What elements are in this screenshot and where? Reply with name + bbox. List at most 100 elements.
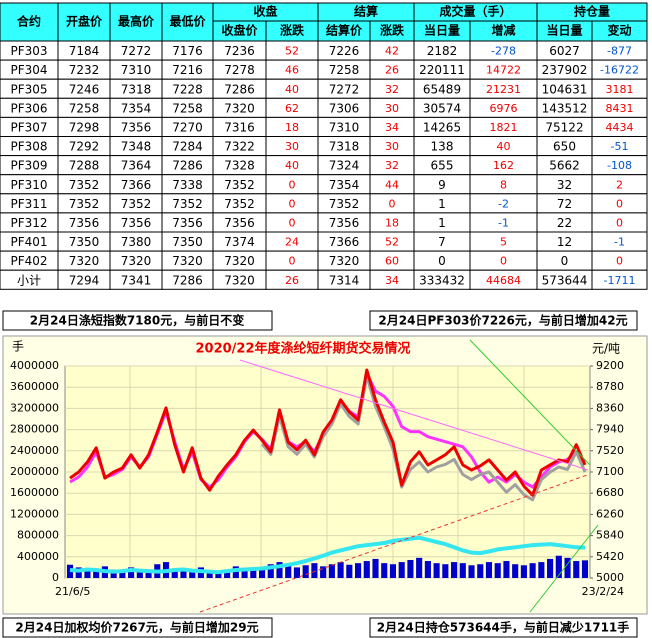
table-text: 7341 — [121, 273, 152, 287]
y-tick-label: 1200000 — [10, 507, 59, 520]
table-text: 9 — [438, 178, 446, 192]
table-text: 7284 — [172, 140, 203, 154]
table-text: 7310 — [329, 120, 360, 134]
table-text: 44684 — [486, 274, 521, 287]
header-text: 收盘价 — [221, 23, 258, 38]
header-text: 持仓量 — [574, 4, 610, 19]
y2-tick-label: 7100 — [596, 465, 624, 478]
header-text: 开盘价 — [66, 14, 103, 29]
table-text: 7184 — [69, 44, 100, 58]
volume-bar — [128, 567, 135, 578]
table-text: 30 — [285, 140, 299, 153]
volume-bar — [337, 562, 344, 578]
table-text: 7258 — [329, 63, 360, 77]
table-text: 7272 — [121, 44, 152, 58]
table-text: 2 — [616, 178, 623, 191]
table-text: PF312 — [10, 216, 47, 230]
table-text: 24 — [285, 236, 299, 249]
header-text: 成交量（手） — [439, 4, 511, 19]
table-text: 52 — [285, 45, 299, 58]
table-text: 7258 — [172, 101, 203, 115]
table-text: 7226 — [329, 44, 360, 58]
table-text: 1 — [438, 197, 446, 211]
volume-bar — [433, 563, 440, 578]
table-text: -108 — [607, 159, 632, 172]
table-text: -16722 — [600, 64, 639, 77]
table-text: 7322 — [224, 140, 255, 154]
table-text: 8 — [500, 178, 507, 191]
volume-bar — [477, 564, 484, 578]
table-text: 7246 — [69, 82, 100, 96]
volume-bar — [180, 569, 187, 578]
table-text: 104631 — [542, 82, 588, 96]
y2-tick-label: 9200 — [596, 359, 624, 372]
table-text: 0 — [389, 197, 396, 210]
table-text: 7328 — [224, 159, 255, 173]
volume-bar — [328, 564, 335, 578]
table-text: 143512 — [542, 101, 588, 115]
volume-bar — [520, 565, 527, 578]
table-text: 34 — [385, 121, 399, 134]
table-text: 7320 — [329, 254, 360, 268]
table-text: 7356 — [69, 216, 100, 230]
y-tick-label: 2800000 — [10, 423, 59, 436]
table-text: 6976 — [490, 102, 518, 115]
table-text: -51 — [611, 140, 629, 153]
table-text: 75122 — [545, 120, 583, 134]
table-text: 7374 — [224, 235, 255, 249]
table-text: 7320 — [69, 254, 100, 268]
table-text: 7350 — [172, 235, 203, 249]
y2-tick-label: 5840 — [596, 529, 624, 542]
table-text: 7356 — [172, 216, 203, 230]
table-text: PF309 — [10, 159, 47, 173]
volume-bar — [547, 558, 554, 578]
volume-bar — [232, 566, 239, 578]
table-text: 32 — [385, 83, 399, 96]
table-text: 5 — [500, 236, 507, 249]
y2-tick-label: 7520 — [596, 444, 624, 457]
table-text: -2 — [498, 197, 509, 210]
header-text: 涨跌 — [380, 23, 405, 38]
table-text: 7298 — [69, 120, 100, 134]
y-tick-label: 3200000 — [10, 401, 59, 414]
volume-bar — [459, 563, 466, 578]
header-text: 合约 — [17, 14, 41, 29]
table-text: 7314 — [329, 273, 360, 287]
table-text: 7366 — [121, 178, 152, 192]
table-text: 22 — [557, 216, 572, 230]
volume-bar — [293, 567, 301, 578]
table-text: 4434 — [606, 121, 634, 134]
header-text: 当日量 — [424, 23, 460, 38]
table-text: 7272 — [329, 82, 360, 96]
table-text: 650 — [553, 140, 576, 154]
header-text: 涨跌 — [280, 23, 305, 38]
table-text: 1 — [438, 216, 446, 230]
table-text: 2182 — [427, 44, 458, 58]
y2-tick-label: 7940 — [596, 423, 624, 436]
table-text: 7354 — [121, 101, 152, 115]
volume-bar — [573, 561, 580, 578]
table-text: 7292 — [69, 140, 100, 154]
chart-title: 2020/22年度涤纶短纤期货交易情况 — [195, 341, 410, 357]
x-tick-label: 23/2/24 — [582, 585, 624, 598]
table-text: PF305 — [10, 82, 47, 96]
volume-bar — [555, 555, 562, 578]
y-axis-label: 手 — [12, 340, 24, 354]
table-text: 7318 — [121, 82, 152, 96]
table-text: 26 — [385, 64, 399, 77]
volume-bar — [93, 568, 100, 578]
table-text: 655 — [431, 159, 454, 173]
table-text: 220111 — [419, 63, 465, 77]
volume-bar — [224, 569, 231, 578]
volume-bar — [529, 563, 536, 578]
volume-bar — [206, 570, 213, 578]
table-text: 7318 — [329, 140, 360, 154]
table-text: 7320 — [224, 273, 255, 287]
table-text: 237902 — [542, 63, 588, 77]
table-text: 7286 — [224, 82, 255, 96]
table-text: 0 — [289, 255, 296, 268]
y2-tick-label: 6260 — [596, 507, 624, 520]
series-line — [69, 535, 586, 575]
table-text: 7320 — [224, 254, 255, 268]
volume-bar — [381, 563, 388, 578]
